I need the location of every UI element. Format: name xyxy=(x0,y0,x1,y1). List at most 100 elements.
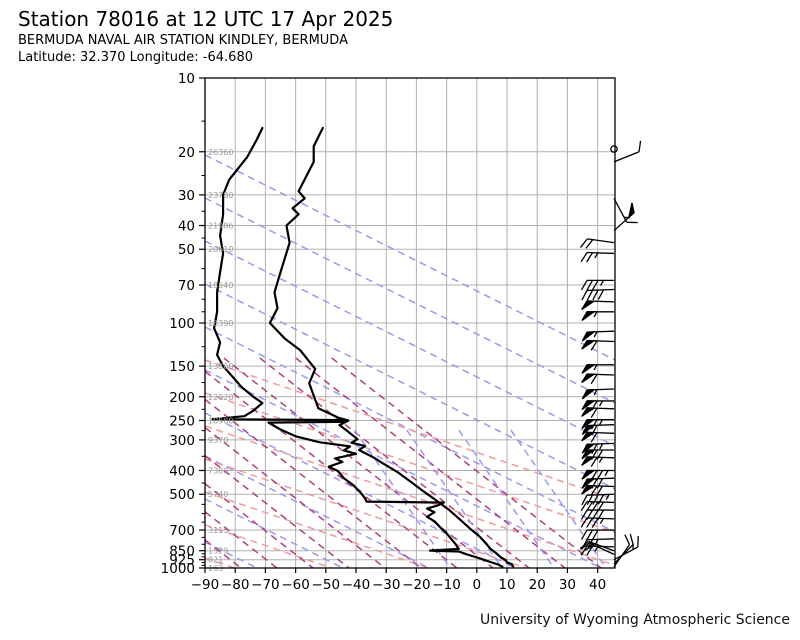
wind-barb xyxy=(581,407,615,418)
height-label: 26360 xyxy=(208,148,233,157)
mixing-ratio-lines xyxy=(205,370,458,568)
temp-tick-label: 20 xyxy=(529,577,546,593)
height-label: 16390 xyxy=(208,319,233,328)
steep-isohumes xyxy=(510,429,607,568)
mixing-ratio-lines xyxy=(205,398,422,568)
pressure-tick-label: 700 xyxy=(169,523,195,539)
dry-adiabats xyxy=(205,197,615,404)
temp-tick-label: −50 xyxy=(312,577,341,593)
pressure-tick-label: 850 xyxy=(169,544,195,560)
wind-barb xyxy=(610,145,618,153)
temp-tick-label: −70 xyxy=(251,577,280,593)
mixing-ratio-lines xyxy=(205,511,278,568)
wind-barb xyxy=(613,533,634,565)
axes-grid xyxy=(199,77,615,573)
pressure-tick-label: 70 xyxy=(178,278,195,294)
height-label: 821 xyxy=(208,556,223,565)
height-label: 9370 xyxy=(208,436,228,445)
wind-barb xyxy=(581,442,615,454)
dry-adiabats xyxy=(205,498,344,568)
axis-labels: −90 −80 −70 −60 −50 −40 −30 −20 −10 0 10 20 30 40 10 20… xyxy=(161,71,607,593)
temp-tick-label: 40 xyxy=(589,577,606,593)
pressure-tick-label: 250 xyxy=(169,413,195,429)
wind-barb xyxy=(581,418,614,430)
temp-tick-label: −80 xyxy=(221,577,250,593)
pressure-tick-label: 500 xyxy=(169,487,195,503)
pressure-tick-label: 150 xyxy=(169,359,195,375)
dry-adiabats xyxy=(205,154,615,361)
pressure-tick-label: 1000 xyxy=(161,561,195,577)
temperature-curve xyxy=(268,126,515,568)
dewpoint-curve xyxy=(211,126,504,568)
chart-header: Station 78016 at 12 UTC 17 Apr 2025 BERM… xyxy=(18,6,393,66)
wind-barb xyxy=(581,300,615,310)
height-label: 7380 xyxy=(208,467,228,476)
moist-adiabats xyxy=(205,524,332,568)
wind-barb xyxy=(581,431,615,443)
sounding-curves xyxy=(211,126,515,568)
height-label: 23780 xyxy=(208,191,233,200)
pressure-tick-label: 20 xyxy=(178,145,195,161)
temp-tick-label: 0 xyxy=(473,577,482,593)
mixing-ratio-lines xyxy=(223,357,494,568)
temp-tick-label: −20 xyxy=(402,577,431,593)
pressure-tick-label: 50 xyxy=(178,242,195,258)
pressure-tick-label: 300 xyxy=(169,433,195,449)
temp-tick-label: −30 xyxy=(372,577,401,593)
mixing-ratio-lines xyxy=(205,539,242,568)
pressure-tick-label: 100 xyxy=(169,316,195,332)
wind-barb xyxy=(581,330,615,342)
wind-barb xyxy=(580,529,614,540)
wind-barb xyxy=(581,288,615,301)
coords-line: Latitude: 32.370 Longitude: -64.680 xyxy=(18,50,253,65)
wind-barb xyxy=(581,364,614,374)
temp-tick-label: 10 xyxy=(498,577,515,593)
wind-barb xyxy=(581,493,615,506)
height-label: 1529 xyxy=(208,547,228,556)
page-title: Station 78016 at 12 UTC 17 Apr 2025 xyxy=(18,7,394,31)
wind-barb xyxy=(581,456,615,467)
dry-adiabats xyxy=(205,240,615,447)
wind-barb xyxy=(581,339,615,351)
moist-adiabats xyxy=(205,392,615,534)
guide-lines xyxy=(205,154,615,568)
steep-isohumes xyxy=(354,429,451,568)
height-label: 18540 xyxy=(208,281,233,290)
wind-barbs xyxy=(579,140,642,568)
moist-adiabats xyxy=(205,491,429,568)
temp-tick-label: −10 xyxy=(432,577,461,593)
mixing-ratio-lines xyxy=(205,427,386,568)
height-label: 3115 xyxy=(208,526,228,535)
dry-adiabats xyxy=(205,283,615,490)
dry-adiabats xyxy=(205,541,258,568)
pressure-tick-label: 925 xyxy=(169,553,195,569)
wind-barb xyxy=(580,517,615,528)
steep-isohumes xyxy=(458,429,555,568)
wind-barb xyxy=(613,202,635,232)
height-label: 21986 xyxy=(208,222,233,231)
wind-barb xyxy=(580,251,615,263)
station-subtitle: BERMUDA NAVAL AIR STATION KINDLEY, BERMU… xyxy=(18,33,348,48)
pressure-tick-label: 400 xyxy=(169,464,195,480)
wind-barb xyxy=(581,311,614,321)
temp-tick-label: −40 xyxy=(342,577,371,593)
moist-adiabats xyxy=(205,425,615,567)
mixing-ratio-lines xyxy=(205,455,350,568)
height-label: 12020 xyxy=(208,393,233,402)
height-label: 13860 xyxy=(208,362,233,371)
wind-barb xyxy=(613,140,642,163)
pressure-tick-label: 40 xyxy=(178,219,195,235)
mixing-ratio-lines xyxy=(331,357,602,568)
wind-barb xyxy=(581,469,614,481)
height-label: 20610 xyxy=(208,245,233,254)
mixing-ratio-lines xyxy=(205,483,314,568)
wind-barb xyxy=(580,542,615,555)
temp-tick-label: −60 xyxy=(281,577,310,593)
moist-adiabats xyxy=(205,458,526,568)
wind-barb xyxy=(581,484,615,496)
moist-adiabats xyxy=(205,557,235,568)
temp-tick-label: −90 xyxy=(191,577,220,593)
height-label: 10580 xyxy=(208,416,233,425)
wind-barb xyxy=(613,534,631,568)
